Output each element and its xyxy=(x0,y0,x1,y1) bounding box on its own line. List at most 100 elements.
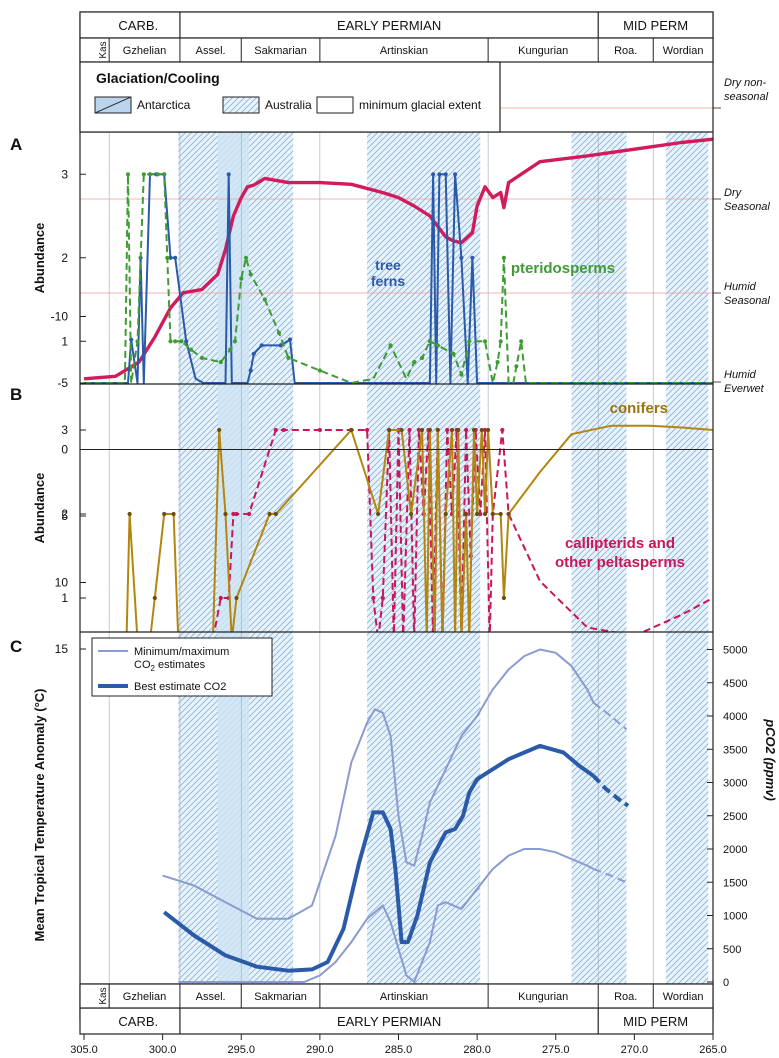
series-point-b-0 xyxy=(223,511,228,517)
y-tick-label: 1 xyxy=(61,591,68,605)
header-stage-label: Kungurian xyxy=(518,45,568,57)
x-tick-label: 265.0 xyxy=(699,1044,727,1056)
header-stage-label: Artinskian xyxy=(380,45,428,57)
series-point-a-2 xyxy=(239,276,244,281)
series-point-b-1 xyxy=(380,595,385,601)
series-point-b-1 xyxy=(281,427,286,433)
series-point-a-1 xyxy=(173,255,178,260)
series-point-a-1 xyxy=(437,172,442,177)
series-point-a-2 xyxy=(188,347,193,352)
footer-stage-band xyxy=(79,983,714,1009)
footer-stage-label: Kas xyxy=(98,987,109,1004)
series-point-a-2 xyxy=(218,360,223,365)
y2-axis-label: pCO2 (ppmv) xyxy=(763,718,778,801)
legend-label-minimum: minimum glacial extent xyxy=(359,98,482,112)
panel-b-series xyxy=(125,424,713,632)
series-point-a-2 xyxy=(451,351,456,356)
series-point-a-2 xyxy=(199,355,204,360)
panel-b xyxy=(125,424,713,632)
header-stage-label: Roa. xyxy=(614,45,637,57)
series-point-b-0 xyxy=(409,511,414,517)
series-point-b-1 xyxy=(234,511,239,517)
y2-tick-label: 4000 xyxy=(723,711,747,723)
climate-label: Humid Seasonal xyxy=(724,281,770,307)
series-point-a-2 xyxy=(467,339,472,344)
panel-letter: C xyxy=(10,637,22,656)
series-point-a-2 xyxy=(276,330,282,335)
series-point-a-2 xyxy=(179,339,184,344)
series-point-b-0 xyxy=(427,427,432,433)
series-label-conifers: conifers xyxy=(610,400,668,417)
legend-label-antarctica: Antarctica xyxy=(137,98,191,112)
header-stage-band xyxy=(79,37,714,63)
series-point-a-2 xyxy=(262,297,267,302)
series-point-b-0 xyxy=(479,427,484,433)
x-tick-label: 270.0 xyxy=(621,1044,649,1056)
series-point-b-0 xyxy=(387,427,392,433)
series-point-b-1 xyxy=(317,427,322,433)
panel-a-series xyxy=(83,137,713,384)
series-point-b-0 xyxy=(464,511,469,517)
series-line-b-1 xyxy=(213,429,713,632)
co2-best-line xyxy=(162,743,595,973)
series-point-a-2 xyxy=(248,272,253,277)
series-point-a-2 xyxy=(141,172,146,177)
footer-stage-label: Wordian xyxy=(663,991,704,1003)
series-point-a-2 xyxy=(435,343,440,348)
series-point-a-2 xyxy=(168,339,173,344)
glaciation-legend-box xyxy=(79,61,501,133)
series-point-a-2 xyxy=(501,255,506,260)
series-point-a-1 xyxy=(453,172,458,177)
y2-tick-label: 1000 xyxy=(723,911,747,923)
vertical-gridlines xyxy=(108,132,654,984)
series-point-a-1 xyxy=(184,339,189,344)
climate-label: Humid Everwet xyxy=(724,369,765,395)
glaciation-legend-title: Glaciation/Cooling xyxy=(96,70,220,86)
y-tick-label: 2 xyxy=(61,251,68,265)
y-axis-label: Mean Tropical Temperature Anomaly (°C) xyxy=(32,689,47,942)
series-point-a-2 xyxy=(243,255,249,260)
y2-tick-label: 2500 xyxy=(723,811,747,823)
legend-label-australia: Australia xyxy=(265,98,312,112)
header-stage-label: Wordian xyxy=(663,45,704,57)
series-point-a-1 xyxy=(431,172,436,177)
glaciation-interval-4 xyxy=(571,132,627,984)
series-point-b-0 xyxy=(399,427,404,433)
series-point-b-0 xyxy=(435,427,440,433)
series-point-b-1 xyxy=(464,427,469,433)
footer-period-label: CARB. xyxy=(118,1014,158,1029)
header-period-label: CARB. xyxy=(118,18,158,33)
x-tick-label: 285.0 xyxy=(385,1044,413,1056)
panel-a xyxy=(80,107,721,384)
series-point-a-1 xyxy=(248,368,253,373)
series-point-a-2 xyxy=(286,355,291,360)
series-point-a-1 xyxy=(251,351,256,356)
series-point-a-2 xyxy=(232,339,238,344)
timescale-header: CARB. EARLY PERMIAN MID PERM Kas Gzhelian Ass… xyxy=(79,11,714,63)
footer-period-band xyxy=(79,1007,714,1035)
y2-tick-label: 4500 xyxy=(723,678,747,690)
co2-range-projection-1 xyxy=(593,868,627,884)
glaciation-shading xyxy=(178,132,709,984)
climate-label: Dry non-seasonal xyxy=(724,77,769,103)
series-point-b-0 xyxy=(456,427,461,433)
y-tick-label: 10 xyxy=(55,576,69,590)
footer-period-label: MID PERM xyxy=(623,1014,688,1029)
y-tick-label: -5 xyxy=(57,376,68,390)
series-point-a-2 xyxy=(498,339,503,344)
series-point-a-1 xyxy=(470,255,475,260)
y-tick-label: 1 xyxy=(61,334,68,348)
series-point-b-1 xyxy=(445,427,450,433)
series-point-a-1 xyxy=(443,172,448,177)
y-tick-label: 5 xyxy=(61,509,68,523)
series-point-b-0 xyxy=(171,511,176,517)
y2-tick-label: 3500 xyxy=(723,744,747,756)
series-point-a-2 xyxy=(412,360,417,365)
series-point-b-0 xyxy=(471,427,477,433)
series-point-b-1 xyxy=(273,427,278,433)
y2-tick-label: 3000 xyxy=(723,778,747,790)
series-point-b-0 xyxy=(501,595,506,601)
series-point-b-0 xyxy=(217,427,222,433)
series-point-a-2 xyxy=(162,172,167,177)
